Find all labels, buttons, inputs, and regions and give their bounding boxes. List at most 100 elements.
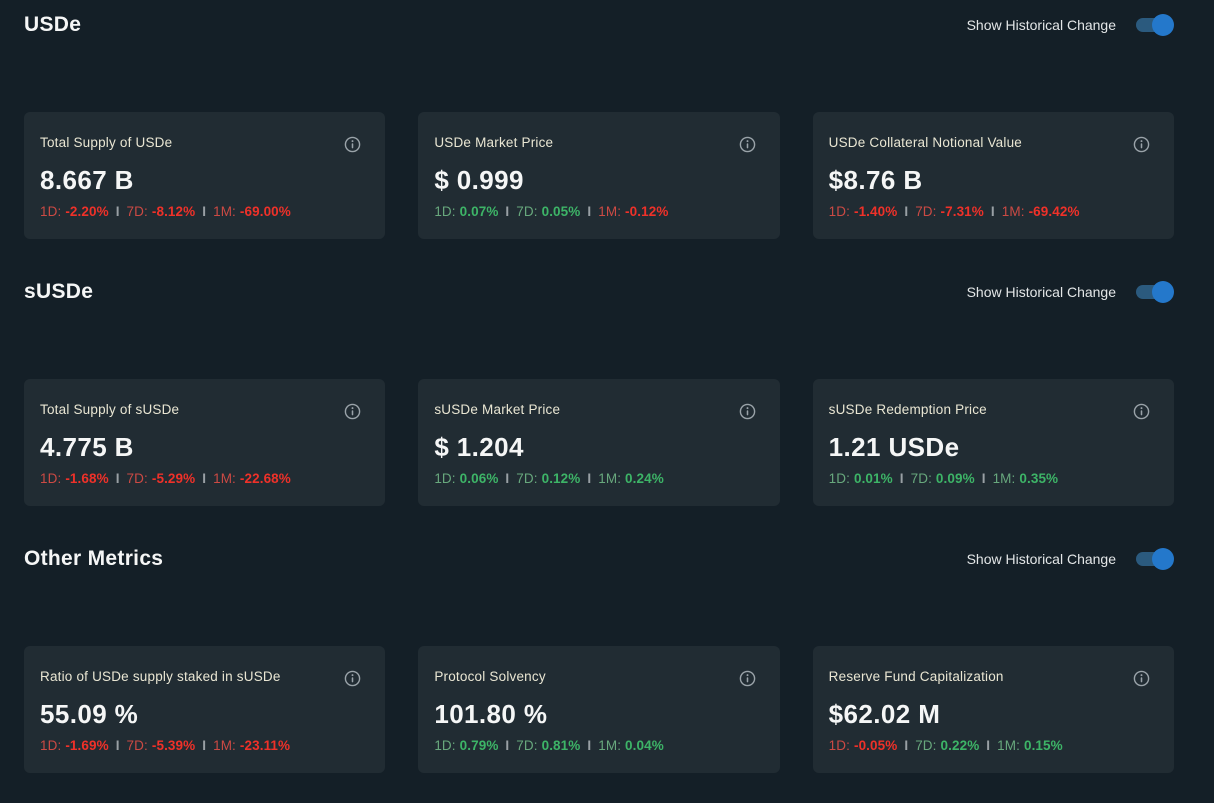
change-value: -2.20%	[65, 203, 109, 219]
change-period-label: 7D:	[126, 203, 148, 219]
metric-card-title: USDe Collateral Notional Value	[828, 135, 1023, 150]
metric-changes: 1D: -1.69% I 7D: -5.39% I 1M: -23.11%	[40, 738, 361, 753]
change-segment: 1D: 0.07%	[434, 204, 498, 219]
toggle-thumb	[1152, 14, 1174, 36]
metric-changes: 1D: -1.40% I 7D: -7.31% I 1M: -69.42%	[829, 204, 1150, 219]
change-segment: 1M: -69.00%	[213, 204, 291, 219]
change-period-label: 1D:	[40, 470, 62, 486]
change-value: -0.05%	[853, 737, 898, 753]
change-separator: I	[202, 203, 207, 219]
metric-card: Protocol Solvency 101.80 % 1D: 0.79% I 7D: 0…	[418, 646, 780, 773]
change-value: 0.12%	[541, 470, 581, 486]
show-historical-change-toggle-row: Show Historical Change	[967, 547, 1174, 571]
info-icon[interactable]	[739, 136, 756, 153]
change-period-label: 1D:	[40, 737, 62, 753]
change-period-label: 1M:	[213, 470, 236, 486]
metric-value: 8.667 B	[40, 165, 134, 195]
change-separator: I	[115, 737, 120, 753]
change-value: -7.31%	[940, 203, 984, 219]
change-period-label: 1M:	[598, 470, 622, 486]
change-separator: I	[202, 470, 207, 486]
show-historical-change-toggle-row: Show Historical Change	[967, 13, 1174, 37]
change-period-label: 1M:	[598, 203, 622, 219]
change-period-label: 7D:	[516, 737, 538, 753]
change-segment: 1D: -2.20%	[40, 204, 109, 219]
change-period-label: 7D:	[516, 470, 538, 486]
show-historical-change-toggle[interactable]	[1134, 280, 1174, 304]
info-icon[interactable]	[1133, 136, 1150, 153]
metric-card-title: Reserve Fund Capitalization	[828, 669, 1004, 684]
change-segment: 1D: -1.69%	[40, 738, 109, 753]
metric-card-grid: Total Supply of sUSDe 4.775 B 1D: -1.68% I…	[24, 379, 1174, 506]
metric-changes: 1D: -0.05% I 7D: 0.22% I 1M: 0.15%	[829, 738, 1150, 753]
change-value: 0.22%	[940, 737, 980, 753]
change-separator: I	[986, 737, 991, 753]
change-period-label: 7D:	[910, 470, 932, 486]
change-segment: 1D: -1.40%	[829, 204, 898, 219]
change-value: -1.69%	[65, 737, 109, 753]
info-icon[interactable]	[344, 670, 361, 687]
change-segment: 7D: -5.39%	[127, 738, 196, 753]
toggle-thumb	[1152, 281, 1174, 303]
metric-card: Total Supply of USDe 8.667 B 1D: -2.20% I 7…	[24, 112, 386, 239]
metric-changes: 1D: 0.07% I 7D: 0.05% I 1M: -0.12%	[434, 204, 755, 219]
metric-card-title: USDe Market Price	[434, 135, 554, 150]
change-separator: I	[904, 737, 909, 753]
info-icon[interactable]	[344, 403, 361, 420]
info-icon[interactable]	[1133, 670, 1150, 687]
info-icon[interactable]	[1133, 403, 1150, 420]
change-period-label: 1M:	[598, 737, 622, 753]
metric-card: USDe Market Price $ 0.999 1D: 0.07% I 7D: 0.…	[418, 112, 780, 239]
change-period-label: 1D:	[828, 203, 850, 219]
change-value: 0.81%	[541, 737, 581, 753]
change-value: 0.07%	[459, 203, 499, 219]
show-historical-change-toggle-row: Show Historical Change	[967, 280, 1174, 304]
toggle-label: Show Historical Change	[966, 284, 1116, 300]
change-separator: I	[505, 737, 510, 753]
show-historical-change-toggle[interactable]	[1134, 13, 1174, 37]
change-separator: I	[115, 203, 120, 219]
metric-value: $62.02 M	[828, 699, 941, 729]
toggle-thumb	[1152, 548, 1174, 570]
change-separator: I	[990, 203, 995, 219]
info-icon[interactable]	[739, 403, 756, 420]
change-value: 0.79%	[459, 737, 499, 753]
metric-value: $8.76 B	[828, 165, 923, 195]
metric-card-grid: Total Supply of USDe 8.667 B 1D: -2.20% I 7…	[24, 112, 1174, 239]
change-period-label: 1D:	[828, 737, 850, 753]
change-separator: I	[505, 470, 510, 486]
change-value: -5.39%	[151, 737, 196, 753]
info-icon[interactable]	[344, 136, 361, 153]
info-icon[interactable]	[739, 670, 756, 687]
change-segment: 1M: 0.15%	[997, 738, 1063, 753]
change-value: -1.68%	[65, 470, 109, 486]
metric-changes: 1D: 0.06% I 7D: 0.12% I 1M: 0.24%	[434, 471, 755, 486]
metric-card: sUSDe Redemption Price 1.21 USDe 1D: 0.01…	[812, 379, 1174, 506]
change-period-label: 1D:	[828, 470, 850, 486]
change-segment: 1M: -0.12%	[598, 204, 668, 219]
change-segment: 1M: -23.11%	[213, 738, 290, 753]
change-period-label: 7D:	[126, 470, 148, 486]
metric-value: $ 0.999	[434, 165, 524, 195]
change-segment: 1D: 0.01%	[829, 471, 893, 486]
change-value: 0.05%	[541, 203, 581, 219]
change-segment: 1M: 0.24%	[598, 471, 664, 486]
change-value: -1.40%	[853, 203, 898, 219]
toggle-label: Show Historical Change	[966, 551, 1116, 567]
metric-card-title: Ratio of USDe supply staked in sUSDe	[40, 669, 281, 684]
metric-card-grid: Ratio of USDe supply staked in sUSDe 55.…	[24, 646, 1174, 773]
change-period-label: 1M:	[1001, 203, 1025, 219]
change-value: -8.12%	[151, 203, 196, 219]
metric-changes: 1D: -1.68% I 7D: -5.29% I 1M: -22.68%	[40, 471, 361, 486]
metric-value: $ 1.204	[434, 432, 524, 462]
change-period-label: 7D:	[915, 203, 937, 219]
change-value: -69.42%	[1028, 203, 1080, 219]
change-segment: 1D: 0.79%	[434, 738, 498, 753]
change-separator: I	[115, 470, 120, 486]
metric-card: USDe Collateral Notional Value $8.76 B 1…	[812, 112, 1174, 239]
show-historical-change-toggle[interactable]	[1134, 547, 1174, 571]
change-separator: I	[904, 203, 909, 219]
metric-card-title: sUSDe Redemption Price	[828, 402, 987, 417]
change-segment: 7D: -7.31%	[915, 204, 984, 219]
change-value: -0.12%	[625, 203, 669, 219]
